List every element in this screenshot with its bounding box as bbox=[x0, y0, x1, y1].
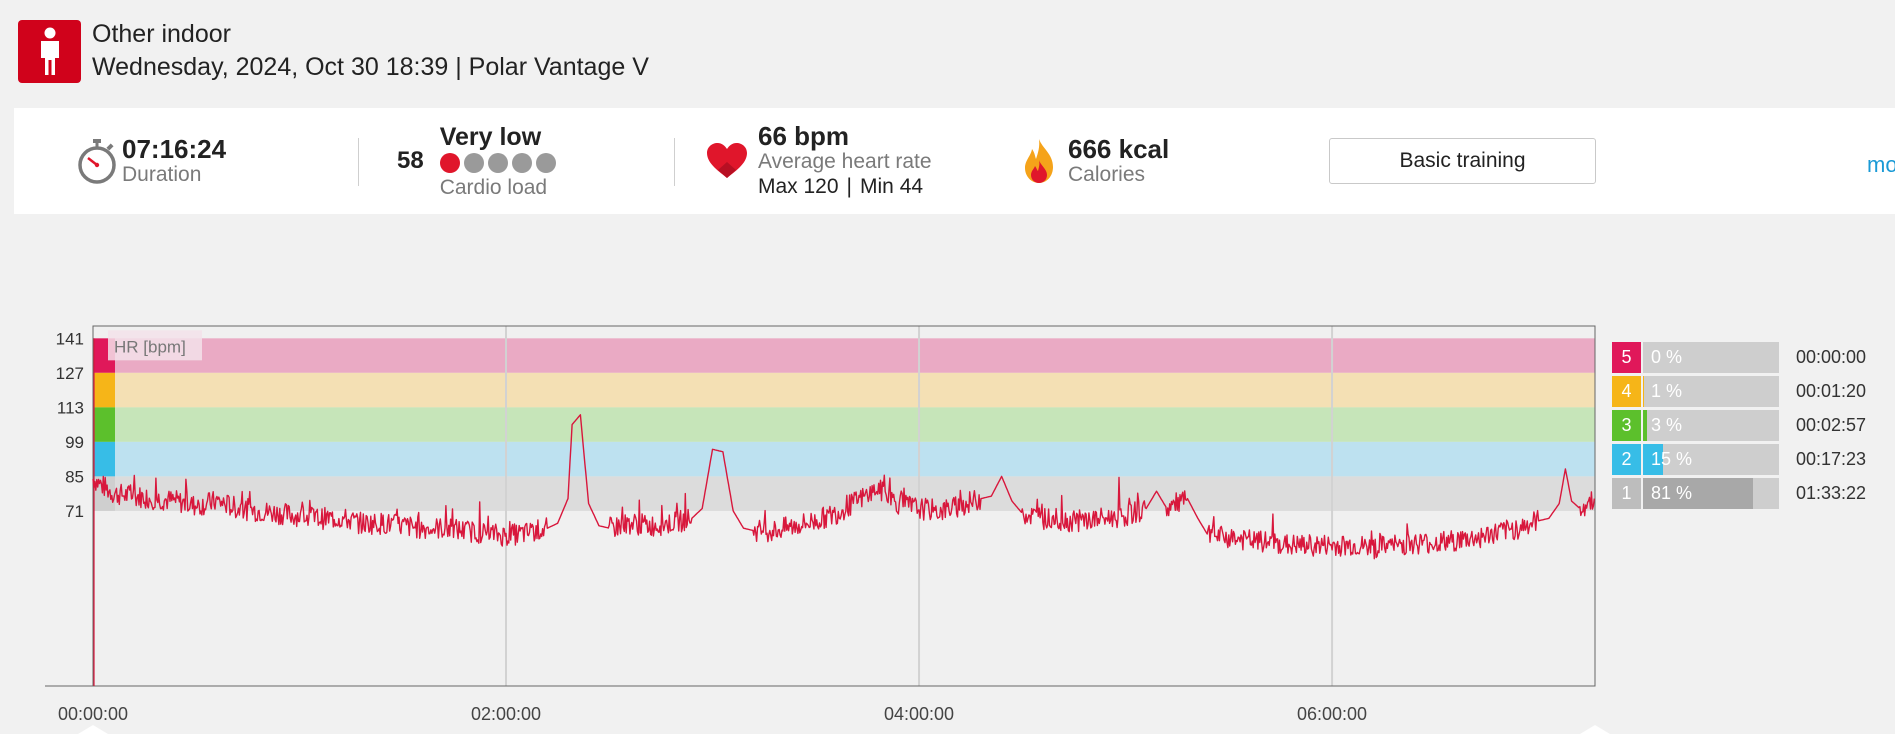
zone-percent: 81 % bbox=[1651, 483, 1693, 503]
zone-row-2: 2 15 % 00:17:23 bbox=[1612, 444, 1895, 475]
x-tick-label: 00:00:00 bbox=[58, 704, 128, 724]
zone-time: 00:17:23 bbox=[1796, 449, 1867, 469]
hr-series-line bbox=[92, 414, 1595, 560]
cardio-dot bbox=[511, 152, 532, 173]
cardio-load-stat: 58 Very low Cardio load bbox=[397, 108, 556, 214]
zone-bar-fill bbox=[1643, 478, 1754, 509]
zone-bar: 81 % bbox=[1643, 478, 1779, 509]
avg-hr-label: Average heart rate bbox=[758, 150, 932, 173]
zone-percent: 0 % bbox=[1651, 347, 1683, 367]
zone-percent: 3 % bbox=[1651, 415, 1683, 435]
calories-value: 666 kcal bbox=[1068, 134, 1170, 164]
series-label: HR [bpm] bbox=[114, 337, 186, 356]
hr-separator: | bbox=[846, 175, 853, 198]
zone-number: 4 bbox=[1612, 376, 1641, 407]
zone-number: 2 bbox=[1612, 444, 1641, 475]
zone-bar-fill bbox=[1643, 410, 1648, 441]
avg-hr-value: 66 bpm bbox=[758, 121, 850, 151]
zone-marker-2 bbox=[93, 441, 115, 477]
y-tick-label: 127 bbox=[56, 364, 84, 383]
zone-number: 3 bbox=[1612, 410, 1641, 441]
plot-frame bbox=[92, 325, 1596, 687]
divider bbox=[674, 138, 675, 186]
divider bbox=[358, 138, 359, 186]
zone-bar: 0 % bbox=[1643, 342, 1779, 373]
zone-marker-3 bbox=[93, 407, 115, 442]
zone-bar: 15 % bbox=[1643, 444, 1779, 475]
zone-percent: 15 % bbox=[1651, 449, 1693, 469]
zone-band-3 bbox=[115, 407, 1595, 442]
zone-bar-fill bbox=[1643, 444, 1664, 475]
zone-number: 5 bbox=[1612, 342, 1641, 373]
summary-bar: 07:16:24 Duration 58 Very low Cardio loa… bbox=[14, 108, 1895, 214]
hr-range: Max 120 | Min 44 bbox=[758, 174, 932, 200]
x-tick-label: 06:00:00 bbox=[1297, 704, 1367, 724]
training-benefit-button[interactable]: Basic training bbox=[1329, 138, 1596, 184]
duration-stat: 07:16:24 Duration bbox=[76, 108, 226, 214]
zone-bar: 3 % bbox=[1643, 410, 1779, 441]
more-link[interactable]: mo bbox=[1867, 152, 1895, 177]
heart-icon bbox=[706, 142, 748, 180]
zone-percent: 1 % bbox=[1651, 381, 1683, 401]
sport-icon bbox=[18, 19, 81, 83]
heart-rate-chart[interactable]: 141 127 113 99 85 71 00:00:00 02:00:00 04:00:00 0… bbox=[0, 320, 1895, 734]
min-hr: Min 44 bbox=[860, 175, 924, 198]
zone-bar: 1 % bbox=[1643, 376, 1779, 407]
zone-row-5: 5 0 % 00:00:00 bbox=[1612, 342, 1895, 373]
x-tick-label: 02:00:00 bbox=[471, 704, 541, 724]
cardio-dots bbox=[439, 152, 556, 173]
zone-row-4: 4 1 % 00:01:20 bbox=[1612, 376, 1895, 407]
session-date: Wednesday, 2024, Oct 30 18:39 bbox=[92, 53, 449, 81]
calories-stat: 666 kcal Calories bbox=[1022, 108, 1169, 214]
zone-band-4 bbox=[115, 372, 1595, 408]
range-handle-right bbox=[1580, 725, 1610, 734]
range-handle-left bbox=[78, 725, 108, 734]
duration-value: 07:16:24 bbox=[122, 134, 227, 164]
session-separator: | bbox=[455, 53, 462, 81]
zone-bar-fill bbox=[1643, 376, 1645, 407]
y-tick-label: 141 bbox=[56, 329, 84, 348]
zone-number: 1 bbox=[1612, 478, 1641, 509]
session-header: Other indoor Wednesday, 2024, Oct 30 18:… bbox=[18, 18, 649, 84]
y-tick-label: 85 bbox=[65, 467, 84, 486]
zone-time: 01:33:22 bbox=[1796, 483, 1867, 503]
zone-marker-4 bbox=[93, 372, 115, 408]
zone-time: 00:01:20 bbox=[1796, 381, 1867, 401]
y-tick-label: 71 bbox=[65, 502, 84, 521]
zone-row-3: 3 3 % 00:02:57 bbox=[1612, 410, 1895, 441]
zone-time: 00:00:00 bbox=[1796, 347, 1867, 367]
zone-time: 00:02:57 bbox=[1796, 415, 1867, 435]
cardio-level: Very low bbox=[439, 122, 542, 151]
session-info: Wednesday, 2024, Oct 30 18:39 | Polar Va… bbox=[92, 50, 649, 84]
cardio-score: 58 bbox=[397, 147, 424, 174]
cardio-label: Cardio load bbox=[439, 175, 548, 199]
zone-band-5 bbox=[115, 338, 1595, 373]
cardio-dot bbox=[463, 152, 484, 173]
heart-rate-stat: 66 bpm Average heart rate Max 120 | Min 44 bbox=[706, 108, 932, 214]
x-tick-label: 04:00:00 bbox=[884, 704, 954, 724]
cardio-dot bbox=[535, 152, 556, 173]
zone-band-2 bbox=[115, 441, 1595, 477]
max-hr: Max 120 bbox=[758, 175, 839, 198]
sport-name: Other indoor bbox=[92, 20, 231, 48]
zone-row-1: 1 81 % 01:33:22 bbox=[1612, 478, 1895, 509]
stopwatch-icon bbox=[76, 138, 118, 184]
device-name: Polar Vantage V bbox=[468, 53, 649, 81]
flame-icon bbox=[1022, 138, 1056, 184]
series-label-box bbox=[108, 330, 202, 361]
y-tick-label: 99 bbox=[65, 433, 84, 452]
cardio-dot bbox=[487, 152, 508, 173]
duration-label: Duration bbox=[122, 163, 202, 186]
cardio-dot bbox=[439, 152, 460, 173]
calories-label: Calories bbox=[1068, 163, 1146, 186]
y-tick-label: 113 bbox=[57, 398, 84, 417]
